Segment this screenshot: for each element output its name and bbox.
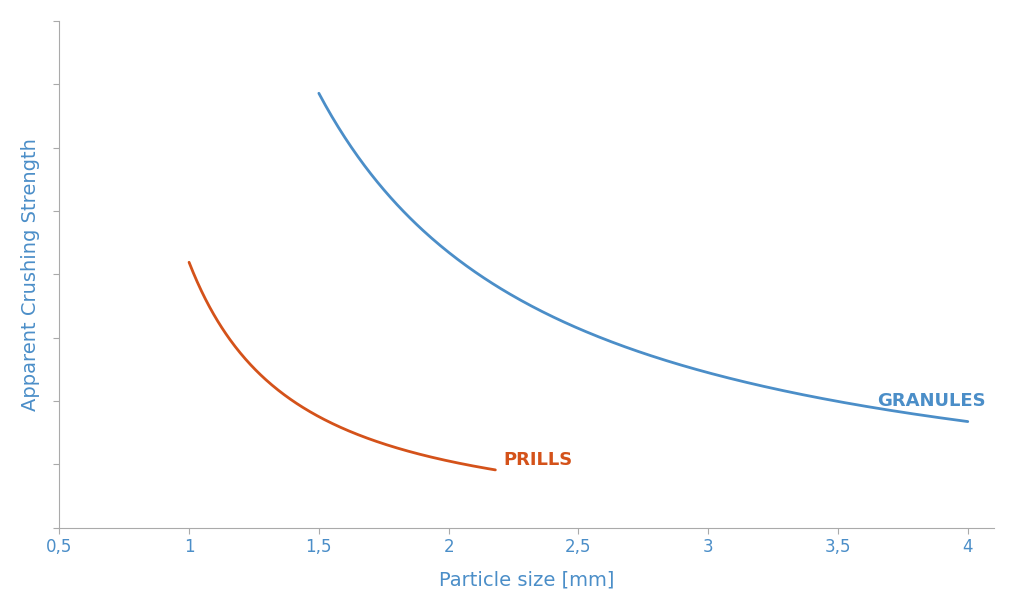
Text: GRANULES: GRANULES: [877, 392, 985, 411]
X-axis label: Particle size [mm]: Particle size [mm]: [439, 570, 614, 589]
Text: PRILLS: PRILLS: [503, 451, 572, 468]
Y-axis label: Apparent Crushing Strength: Apparent Crushing Strength: [20, 138, 40, 411]
